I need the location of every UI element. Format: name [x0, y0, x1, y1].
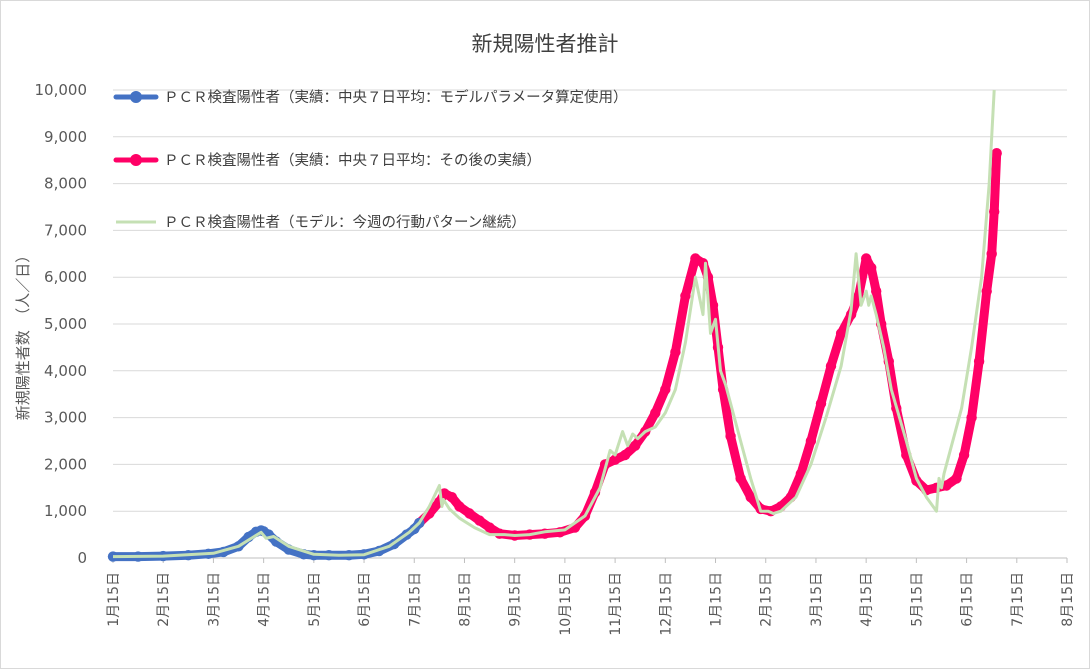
- y-tick-label: 5,000: [44, 315, 87, 333]
- y-tick-label: 1,000: [44, 502, 87, 520]
- x-axis-ticks: 1月15日 2月15日 3月15日 4月15日 5月15日 6月15日 7月15日 8月15日…: [106, 558, 1076, 636]
- series-line: [112, 89, 996, 559]
- x-tick-label: 5月15日: [307, 572, 323, 627]
- series-point: [630, 440, 641, 451]
- x-tick-label: 7月15日: [407, 572, 423, 627]
- series-point: [835, 328, 847, 339]
- series-point: [815, 398, 827, 409]
- y-tick-label: 4,000: [44, 362, 87, 380]
- legend: ＰＣＲ検査陽性者（実績：中央７日平均：モデルパラメータ算定使用） ＰＣＲ検査陽性者…: [113, 88, 628, 231]
- x-tick-label: 1月15日: [106, 572, 122, 627]
- series-point: [745, 492, 756, 503]
- series-point: [805, 435, 817, 447]
- x-tick-label: 6月15日: [357, 572, 373, 627]
- y-tick-label: 3,000: [44, 409, 87, 427]
- series-point: [609, 454, 621, 465]
- series-point: [690, 253, 701, 264]
- series-point: [989, 206, 1000, 217]
- series-point: [941, 480, 952, 491]
- x-tick-label: 12月15日: [658, 572, 674, 636]
- x-tick-label: 9月15日: [508, 572, 524, 627]
- x-tick-label: 11月15日: [608, 572, 624, 636]
- legend-label: ＰＣＲ検査陽性者（実績：中央７日平均：その後の実績）: [164, 152, 541, 169]
- series-line: [414, 148, 1002, 540]
- series-point: [680, 290, 691, 302]
- legend-marker: [130, 91, 142, 103]
- y-axis-title: 新規陽性者数 （人／日）: [14, 248, 32, 421]
- y-tick-label: 9,000: [44, 128, 87, 146]
- y-tick-label: 6,000: [44, 268, 87, 286]
- x-tick-label: 4月15日: [859, 572, 875, 627]
- series-point: [725, 431, 736, 442]
- series-layer: [107, 89, 1002, 562]
- series-point: [707, 300, 719, 311]
- series-point: [670, 346, 681, 358]
- legend-label: ＰＣＲ検査陽性者（モデル：今週の行動パターン継続）: [164, 213, 526, 231]
- series-point: [981, 286, 992, 297]
- series-point: [650, 407, 661, 419]
- x-tick-label: 5月15日: [909, 572, 925, 627]
- series-point: [660, 384, 671, 395]
- x-tick-label: 2月15日: [156, 572, 172, 627]
- series-point: [986, 248, 997, 259]
- x-tick-label: 1月15日: [709, 572, 725, 627]
- y-tick-label: 0: [77, 549, 87, 567]
- series-point: [825, 360, 837, 372]
- x-tick-label: 3月15日: [809, 572, 825, 627]
- x-tick-label: 4月15日: [257, 572, 273, 627]
- chart-title: 新規陽性者推計: [471, 32, 619, 56]
- series-point: [484, 522, 495, 533]
- series-point: [454, 501, 465, 512]
- series-1: [414, 148, 1002, 541]
- series-point: [966, 412, 977, 423]
- legend-label: ＰＣＲ検査陽性者（実績：中央７日平均：モデルパラメータ算定使用）: [164, 88, 628, 106]
- series-point: [861, 253, 872, 264]
- series-point: [464, 508, 475, 519]
- x-tick-label: 7月15日: [1010, 572, 1026, 627]
- y-axis-ticks: 0 1,000 2,000 3,000 4,000 5,000 6,000 7,000 8,00…: [35, 81, 88, 567]
- x-tick-label: 8月15日: [457, 572, 473, 627]
- series-point: [735, 473, 746, 484]
- y-tick-label: 8,000: [44, 175, 87, 193]
- x-tick-label: 2月15日: [759, 572, 775, 627]
- series-point: [795, 468, 807, 479]
- series-point: [446, 492, 458, 503]
- series-point: [973, 356, 985, 367]
- x-tick-label: 6月15日: [960, 572, 976, 627]
- x-tick-label: 3月15日: [206, 572, 222, 627]
- series-point: [958, 449, 970, 461]
- y-tick-label: 10,000: [35, 81, 88, 99]
- y-tick-label: 7,000: [44, 221, 87, 239]
- series-2: [112, 89, 996, 559]
- series-point: [619, 449, 631, 461]
- legend-marker: [130, 154, 142, 166]
- series-point: [866, 262, 877, 273]
- series-point: [951, 473, 962, 484]
- series-point: [474, 515, 485, 526]
- y-tick-label: 2,000: [44, 455, 87, 473]
- x-tick-label: 10月15日: [558, 572, 574, 636]
- x-tick-label: 8月15日: [1060, 572, 1076, 627]
- series-point: [991, 148, 1002, 159]
- series-point: [871, 286, 882, 297]
